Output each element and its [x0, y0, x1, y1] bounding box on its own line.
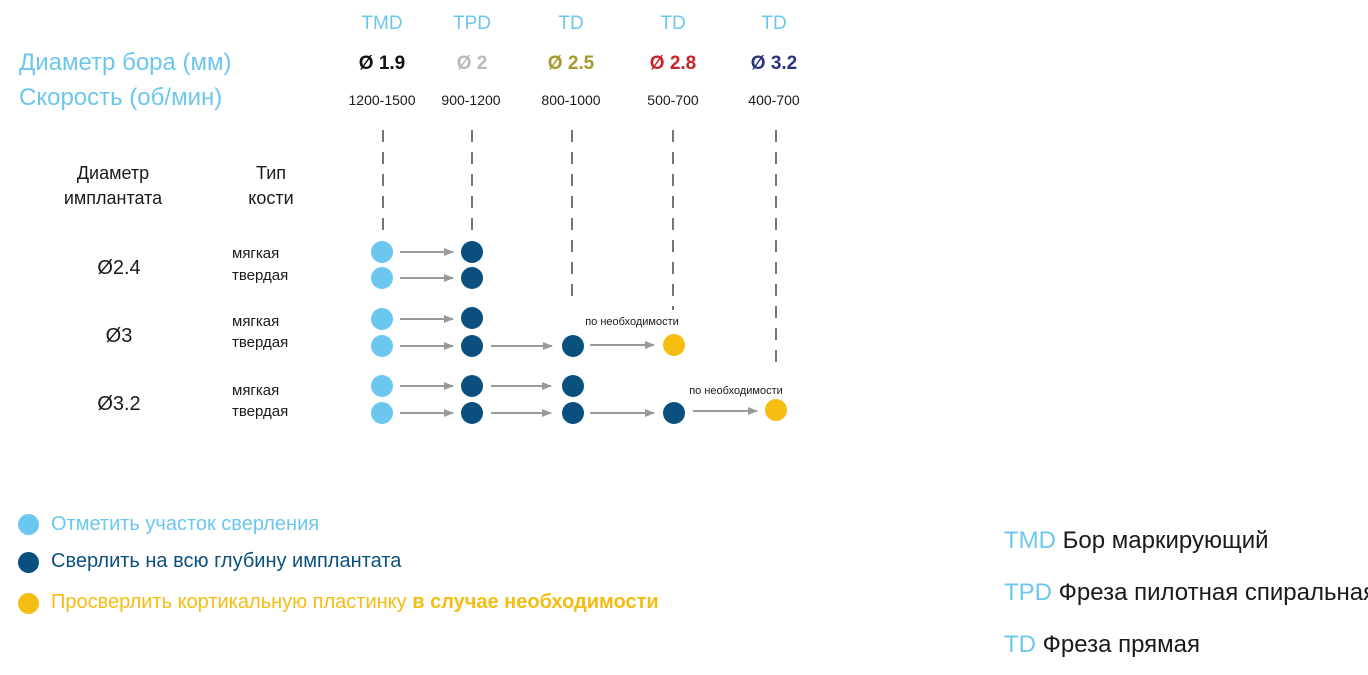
- header-bone-type-line1: Тип: [255, 163, 287, 183]
- tool-code-tpd: TPD: [453, 13, 491, 34]
- tool-diameter-2: Ø 2: [456, 53, 488, 74]
- legend-text-mark: Отметить участок сверления: [51, 513, 320, 535]
- legend-text-cortical-bold: в случае необходимости: [412, 591, 659, 613]
- tool-diameter-1: Ø 1.9: [358, 53, 406, 74]
- header-bone-type: Тип кости: [248, 161, 293, 211]
- implant-diameter-2: Ø3: [105, 325, 133, 347]
- step-full-depth: [663, 402, 685, 424]
- tool-speed-1: 1200-1500: [348, 92, 416, 108]
- header-bone-type-line2: кости: [248, 188, 294, 208]
- legend-text-cortical: Просверлить кортикальную пластинку в слу…: [51, 591, 659, 614]
- header-implant-diameter: Диаметр имплантата: [64, 161, 162, 211]
- step-full-depth: [461, 335, 483, 357]
- abbr-td: TD Фреза прямая: [1004, 631, 1200, 659]
- header-implant-diameter-line2: имплантата: [63, 188, 163, 208]
- tool-code-td-32: TD: [761, 13, 787, 34]
- bone-hard-3: твердая: [232, 403, 289, 420]
- row-label-bur-diameter: Диаметр бора (мм): [19, 49, 232, 76]
- legend-dot-mark: [18, 514, 39, 535]
- row-label-speed: Скорость (об/мин): [19, 84, 223, 111]
- legend-text-cortical-main: Просверлить кортикальную пластинку: [51, 591, 413, 613]
- step-full-depth: [461, 267, 483, 289]
- step-full-depth: [461, 402, 483, 424]
- tool-diameter-5: Ø 3.2: [750, 53, 798, 74]
- abbr-tpd: TPD Фреза пилотная спиральная: [1004, 579, 1368, 607]
- step-mark: [371, 308, 393, 330]
- tool-diameter-3: Ø 2.5: [547, 53, 595, 74]
- step-full-depth: [461, 375, 483, 397]
- step-full-depth: [562, 335, 584, 357]
- step-full-depth: [562, 402, 584, 424]
- abbr-code-td: TD: [1004, 631, 1036, 658]
- tool-speed-5: 400-700: [748, 92, 800, 108]
- step-mark: [371, 375, 393, 397]
- step-full-depth: [562, 375, 584, 397]
- tool-code-td-25: TD: [558, 13, 584, 34]
- step-full-depth: [461, 307, 483, 329]
- tool-code-td-28: TD: [660, 13, 686, 34]
- abbr-meaning-tpd: Фреза пилотная спиральная: [1058, 579, 1368, 606]
- abbr-tmd: TMD Бор маркирующий: [1004, 527, 1269, 555]
- note-if-needed-1: по необходимости: [585, 316, 679, 328]
- step-mark: [371, 241, 393, 263]
- legend-dot-cortical: [18, 593, 39, 614]
- header-implant-diameter-line1: Диаметр: [76, 163, 150, 183]
- step-mark: [371, 267, 393, 289]
- tool-speed-2: 900-1200: [441, 92, 501, 108]
- abbr-meaning-tmd: Бор маркирующий: [1062, 527, 1269, 554]
- bone-soft-3: мягкая: [232, 382, 280, 399]
- legend-text-full-depth: Сверлить на всю глубину имплантата: [51, 550, 402, 572]
- bone-soft-2: мягкая: [232, 313, 280, 330]
- step-full-depth: [461, 241, 483, 263]
- abbr-meaning-td: Фреза прямая: [1042, 631, 1201, 658]
- step-mark: [371, 402, 393, 424]
- step-cortical: [663, 334, 685, 356]
- abbr-code-tmd: TMD: [1004, 527, 1056, 554]
- tool-speed-3: 800-1000: [541, 92, 601, 108]
- step-cortical: [765, 399, 787, 421]
- tool-code-tmd: TMD: [361, 13, 403, 34]
- tool-diameter-4: Ø 2.8: [649, 53, 697, 74]
- implant-diameter-1: Ø2.4: [97, 257, 141, 279]
- tool-speed-4: 500-700: [647, 92, 699, 108]
- step-mark: [371, 335, 393, 357]
- note-if-needed-2: по необходимости: [689, 385, 783, 397]
- bone-hard-2: твердая: [232, 334, 289, 351]
- implant-diameter-3: Ø3.2: [97, 393, 141, 415]
- legend-dot-full-depth: [18, 552, 39, 573]
- bone-hard-1: твердая: [232, 267, 289, 284]
- abbr-code-tpd: TPD: [1004, 579, 1052, 606]
- bone-soft-1: мягкая: [232, 245, 280, 262]
